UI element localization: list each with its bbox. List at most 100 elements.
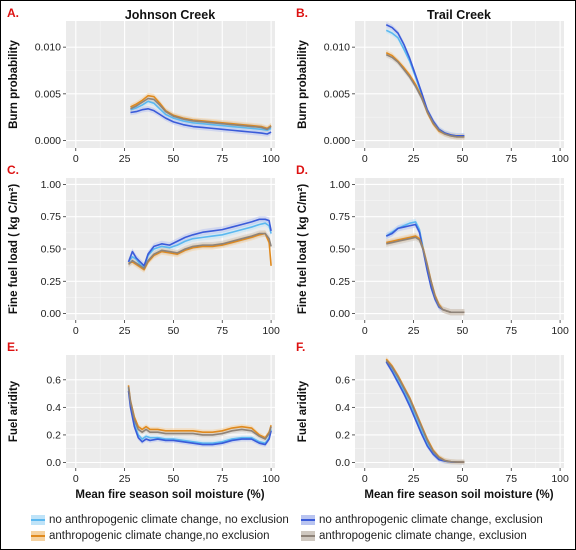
panel-background [66,355,275,468]
series-line [386,236,465,314]
x-axis-label: Mean fire season soil moisture (%) [364,489,553,501]
confidence-band [128,220,272,271]
series-line [385,24,465,137]
x-tick-label: 75 [216,325,228,337]
legend-item: anthropogenic climate change, exclusion [301,530,527,542]
panel-letter: B. [296,6,308,20]
y-tick-label: 0.010 [324,42,350,54]
legend-label: no anthropogenic climate change, no excl… [49,514,289,526]
x-tick-label: 25 [119,473,131,485]
panel-background [355,21,564,148]
x-tick-label: 0 [73,473,79,485]
series-line [385,359,465,463]
plot-area: Johnson Creek Trail Creek Mean fire season… [7,6,569,501]
y-tick-label: 0.75 [330,211,351,223]
legend-label: no anthropogenic climate change, exclusi… [319,514,543,526]
x-tick-label: 50 [168,153,180,165]
series-line [128,232,272,271]
y-tick-label: 0.4 [335,402,350,414]
legend-item: anthropogenic climate change,no exclusio… [31,530,270,542]
x-tick-label: 25 [119,153,131,165]
legend-key [301,515,315,525]
x-tick-label: 0 [362,473,368,485]
y-axis-label: Fine fuel load ( kg C/m²) [297,184,309,315]
confidence-band [128,384,272,442]
x-tick-label: 75 [216,473,228,485]
x-tick-label: 75 [505,153,517,165]
y-tick-label: 0.00 [330,308,351,320]
x-tick-label: 50 [457,325,469,337]
y-tick-label: 0.4 [46,402,61,414]
x-tick-label: 25 [408,153,420,165]
x-tick-label: 50 [457,153,469,165]
x-tick-label: 100 [551,473,569,485]
x-tick-label: 75 [505,325,517,337]
legend-item: no anthropogenic climate change, no excl… [31,514,289,526]
confidence-band [130,95,272,133]
y-tick-label: 0.000 [35,135,61,147]
y-tick-label: 1.00 [330,179,351,191]
y-tick-label: 0.2 [335,429,350,441]
confidence-band [386,51,465,140]
column-title: Johnson Creek [125,8,215,22]
legend: no anthropogenic climate change, no excl… [31,512,551,546]
confidence-band [386,356,465,465]
x-tick-label: 25 [408,473,420,485]
x-tick-label: 0 [362,325,368,337]
confidence-band [128,382,272,441]
legend-label: anthropogenic climate change, exclusion [319,530,527,542]
x-axis-label: Mean fire season soil moisture (%) [75,489,264,501]
column-title: Trail Creek [427,8,491,22]
x-tick-label: 50 [457,473,469,485]
panel-letter: D. [296,163,308,177]
x-tick-label: 100 [262,325,280,337]
panel-letter: F. [296,340,305,354]
confidence-band [386,27,465,139]
y-tick-label: 0.6 [335,374,350,386]
y-tick-label: 0.000 [324,135,350,147]
series-line [127,232,272,270]
x-tick-label: 0 [362,153,368,165]
y-axis-label: Burn probability [8,39,20,128]
y-tick-label: 0.005 [324,88,350,100]
y-tick-label: 0.75 [41,211,62,223]
x-tick-label: 75 [505,473,517,485]
legend-key [31,515,45,525]
x-tick-label: 100 [551,153,569,165]
series-line [127,222,272,268]
series-line [130,100,272,132]
y-tick-label: 0.6 [46,374,61,386]
y-tick-label: 0.25 [330,276,351,288]
confidence-band [130,105,272,137]
series-line [130,107,272,135]
x-tick-label: 25 [119,325,131,337]
y-tick-label: 0.0 [335,457,350,469]
panel-background [355,355,564,468]
series-line [127,387,272,444]
confidence-band [386,21,465,139]
x-tick-label: 0 [73,325,79,337]
y-axis-label: Fine fuel load ( kg C/m²) [8,184,20,315]
series-line [127,218,272,267]
series-line [385,53,465,138]
series-line [127,385,272,439]
series-line [127,390,272,446]
x-tick-label: 100 [551,325,569,337]
y-tick-label: 1.00 [41,179,62,191]
legend-key [31,531,45,541]
x-tick-label: 50 [168,473,180,485]
confidence-band [130,92,272,132]
y-tick-label: 0.0 [46,457,61,469]
y-tick-label: 0.005 [35,88,61,100]
panel-letter: C. [7,163,19,177]
y-tick-label: 0.010 [35,42,61,54]
legend-label: anthropogenic climate change,no exclusio… [49,530,270,542]
series-line [130,94,272,130]
panel-letter: E. [7,340,18,354]
series-line [127,386,272,440]
x-tick-label: 100 [262,153,280,165]
x-tick-label: 0 [73,153,79,165]
x-tick-label: 50 [168,325,180,337]
legend-item: no anthropogenic climate change, exclusi… [301,514,543,526]
